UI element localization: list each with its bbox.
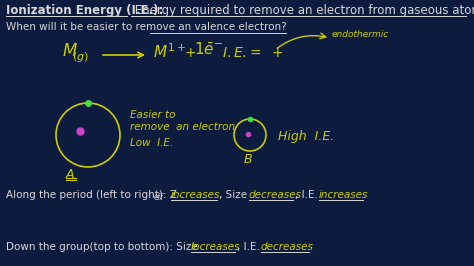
Text: $\mathit{(g)}$: $\mathit{(g)}$: [72, 50, 89, 64]
Text: decreases: decreases: [261, 242, 314, 252]
Text: Energy required to remove an electron from gaseous atom.: Energy required to remove an electron fr…: [131, 4, 474, 17]
Text: remove  an electron: remove an electron: [130, 122, 235, 132]
Text: increases: increases: [319, 190, 368, 200]
Text: High  I.E.: High I.E.: [278, 130, 334, 143]
Text: $1\bar{e}^{-}$: $1\bar{e}^{-}$: [194, 42, 223, 58]
Text: , Size: , Size: [219, 190, 247, 200]
Text: $+$: $+$: [184, 46, 196, 60]
Text: endothermic: endothermic: [332, 30, 389, 39]
Text: , I.E.: , I.E.: [237, 242, 260, 252]
Text: Down the group(top to bottom): Size: Down the group(top to bottom): Size: [6, 242, 198, 252]
Text: eff: eff: [154, 193, 164, 202]
Text: Ionization Energy (I.E.):: Ionization Energy (I.E.):: [6, 4, 164, 17]
Text: $I.E.$: $I.E.$: [222, 46, 247, 60]
Text: Along the period (left to right): Z: Along the period (left to right): Z: [6, 190, 177, 200]
Text: $\mathit{M}^{1+}$: $\mathit{M}^{1+}$: [153, 42, 186, 61]
Text: Increases: Increases: [191, 242, 240, 252]
Text: B: B: [244, 153, 253, 166]
Text: $\mathit{M}$: $\mathit{M}$: [62, 42, 78, 60]
Text: , I.E.: , I.E.: [295, 190, 318, 200]
Text: decreases: decreases: [249, 190, 302, 200]
Text: A: A: [66, 168, 74, 181]
Text: When will it be easier to remove an valence electron?: When will it be easier to remove an vale…: [6, 22, 287, 32]
Text: increases: increases: [171, 190, 220, 200]
Text: $=\ +$: $=\ +$: [247, 46, 283, 60]
Text: Easier to: Easier to: [130, 110, 175, 120]
Text: Low  I.E.: Low I.E.: [130, 138, 173, 148]
